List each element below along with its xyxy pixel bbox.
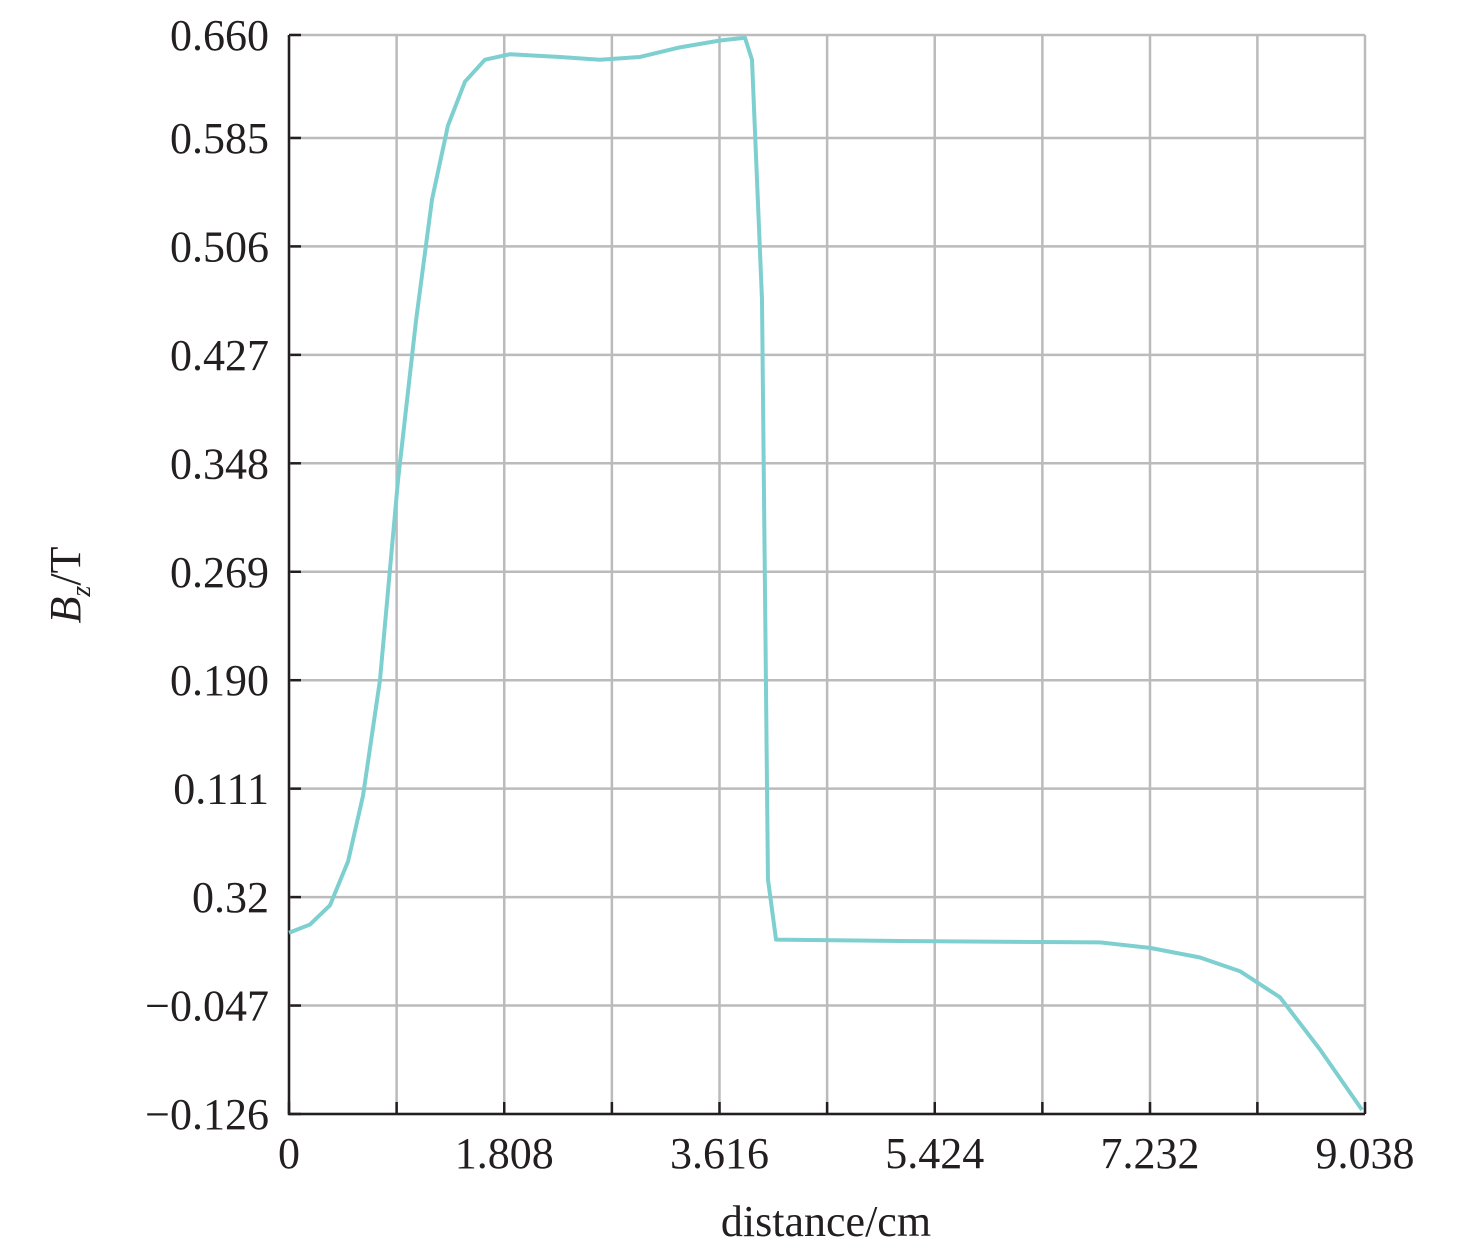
x-tick-label: 1.808 — [455, 1129, 554, 1178]
y-tick-label: 0.427 — [170, 331, 269, 380]
y-tick-label: 0.660 — [170, 11, 269, 60]
y-label-subscript: z — [66, 586, 97, 598]
x-tick-label: 5.424 — [885, 1129, 984, 1178]
x-tick-label: 9.038 — [1316, 1129, 1415, 1178]
y-tick-label: 0.32 — [192, 873, 269, 922]
x-tick-label: 0 — [278, 1129, 300, 1178]
x-axis-label: distance/cm — [721, 1197, 931, 1246]
y-tick-label: 0.348 — [170, 439, 269, 488]
x-tick-label: 7.232 — [1100, 1129, 1199, 1178]
y-tick-label: −0.047 — [145, 982, 269, 1031]
axes — [287, 35, 1365, 1116]
y-label-symbol: B — [41, 597, 90, 624]
data-line — [288, 35, 1364, 1112]
y-tick-label: 0.111 — [173, 765, 269, 814]
x-tick-label: 3.616 — [670, 1129, 769, 1178]
y-tick-label: 0.190 — [170, 656, 269, 705]
y-axis-label: Bz/T — [41, 546, 97, 623]
y-tick-label: −0.126 — [145, 1090, 269, 1139]
y-label-unit: /T — [41, 546, 90, 585]
y-tick-label: 0.506 — [170, 222, 269, 271]
y-tick-label: 0.585 — [170, 114, 269, 163]
y-tick-label: 0.269 — [170, 548, 269, 597]
